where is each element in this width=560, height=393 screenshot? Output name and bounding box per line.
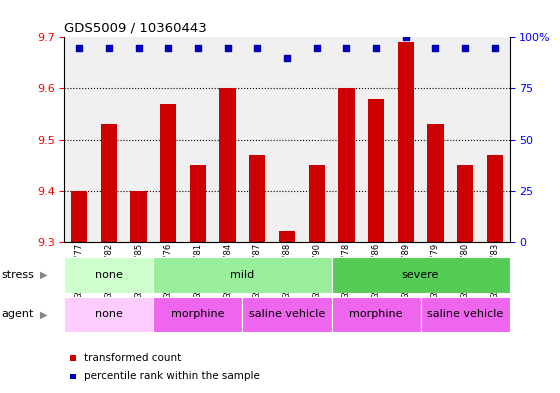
Bar bbox=[190, 165, 206, 242]
Bar bbox=[368, 99, 384, 242]
Point bbox=[342, 44, 351, 51]
Point bbox=[194, 44, 203, 51]
Bar bbox=[398, 42, 414, 242]
Bar bbox=[242, 297, 332, 332]
Point bbox=[282, 55, 291, 61]
Bar bbox=[249, 155, 265, 242]
Point bbox=[164, 44, 173, 51]
Bar bbox=[160, 104, 176, 242]
Bar bbox=[71, 191, 87, 242]
Point bbox=[105, 44, 114, 51]
Point bbox=[491, 44, 500, 51]
Bar bbox=[64, 257, 153, 293]
Bar bbox=[130, 191, 147, 242]
Bar bbox=[64, 297, 153, 332]
Bar bbox=[309, 165, 325, 242]
Text: none: none bbox=[95, 270, 123, 280]
Point bbox=[253, 44, 262, 51]
Bar bbox=[279, 231, 295, 242]
Bar bbox=[338, 88, 354, 242]
Bar bbox=[332, 257, 510, 293]
Text: ▶: ▶ bbox=[40, 309, 48, 320]
Text: ▶: ▶ bbox=[40, 270, 48, 280]
Bar bbox=[487, 155, 503, 242]
Text: stress: stress bbox=[1, 270, 34, 280]
Text: morphine: morphine bbox=[171, 309, 225, 320]
Text: severe: severe bbox=[402, 270, 439, 280]
Point bbox=[312, 44, 321, 51]
Point bbox=[372, 44, 381, 51]
Point bbox=[134, 44, 143, 51]
Point bbox=[401, 34, 410, 40]
Bar bbox=[153, 257, 332, 293]
Text: percentile rank within the sample: percentile rank within the sample bbox=[84, 371, 260, 382]
Text: mild: mild bbox=[230, 270, 255, 280]
Bar bbox=[427, 124, 444, 242]
Bar bbox=[421, 297, 510, 332]
Text: morphine: morphine bbox=[349, 309, 403, 320]
Point bbox=[223, 44, 232, 51]
Bar bbox=[332, 297, 421, 332]
Text: none: none bbox=[95, 309, 123, 320]
Point bbox=[460, 44, 469, 51]
Text: transformed count: transformed count bbox=[84, 353, 181, 363]
Point bbox=[75, 44, 84, 51]
Point bbox=[431, 44, 440, 51]
Bar bbox=[457, 165, 473, 242]
Bar bbox=[220, 88, 236, 242]
Text: agent: agent bbox=[1, 309, 34, 320]
Text: GDS5009 / 10360443: GDS5009 / 10360443 bbox=[64, 22, 207, 35]
Bar bbox=[153, 297, 242, 332]
Text: saline vehicle: saline vehicle bbox=[249, 309, 325, 320]
Text: saline vehicle: saline vehicle bbox=[427, 309, 503, 320]
Bar bbox=[101, 124, 117, 242]
